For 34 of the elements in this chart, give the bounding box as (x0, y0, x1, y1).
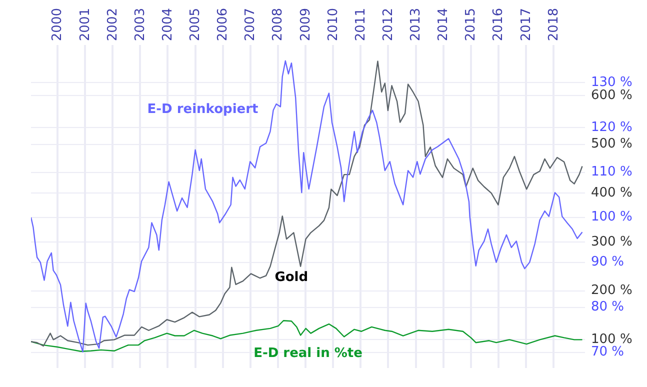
y2-tick-label: 110 % (591, 164, 632, 180)
y-tick-label: 100 % (591, 332, 632, 348)
x-tick-label: 2006 (216, 8, 231, 42)
y2-tick-label: 130 % (591, 74, 632, 90)
x-tick-label: 2004 (160, 8, 176, 42)
y-tick-label: 600 % (591, 88, 632, 103)
series-label: E-D reinkopiert (147, 102, 258, 118)
y2-tick-label: 70 % (591, 344, 624, 360)
y2-tick-label: 90 % (591, 254, 624, 270)
x-tick-label: 2010 (326, 8, 341, 42)
x-tick-label: 2005 (188, 8, 204, 42)
x-tick-label: 2016 (491, 8, 506, 42)
y-tick-label: 200 % (591, 283, 632, 298)
x-tick-label: 2003 (132, 8, 148, 42)
x-tick-label: 2013 (408, 8, 424, 42)
x-tick-label: 2009 (298, 8, 314, 42)
y2-tick-label: 120 % (591, 120, 632, 135)
x-tick-label: 2012 (380, 8, 396, 42)
x-tick-label: 2014 (436, 8, 452, 42)
x-tick-label: 2015 (464, 8, 479, 42)
x-tick-label: 2018 (546, 8, 562, 42)
x-tick-label: 2008 (270, 8, 286, 42)
x-tick-label: 2007 (243, 8, 258, 42)
series-label: E-D real in %te (254, 346, 363, 361)
y-tick-label: 500 % (591, 136, 632, 152)
x-tick-label: 2017 (518, 8, 534, 42)
x-tick-label: 2002 (105, 8, 120, 42)
y2-tick-label: 80 % (591, 300, 624, 315)
x-tick-label: 2001 (78, 8, 93, 42)
y-tick-label: 400 % (591, 185, 632, 200)
series-label: Gold (274, 270, 308, 285)
x-tick-label: 2011 (353, 8, 368, 42)
y-tick-label: 300 % (591, 234, 632, 250)
x-tick-label: 2000 (50, 8, 66, 42)
